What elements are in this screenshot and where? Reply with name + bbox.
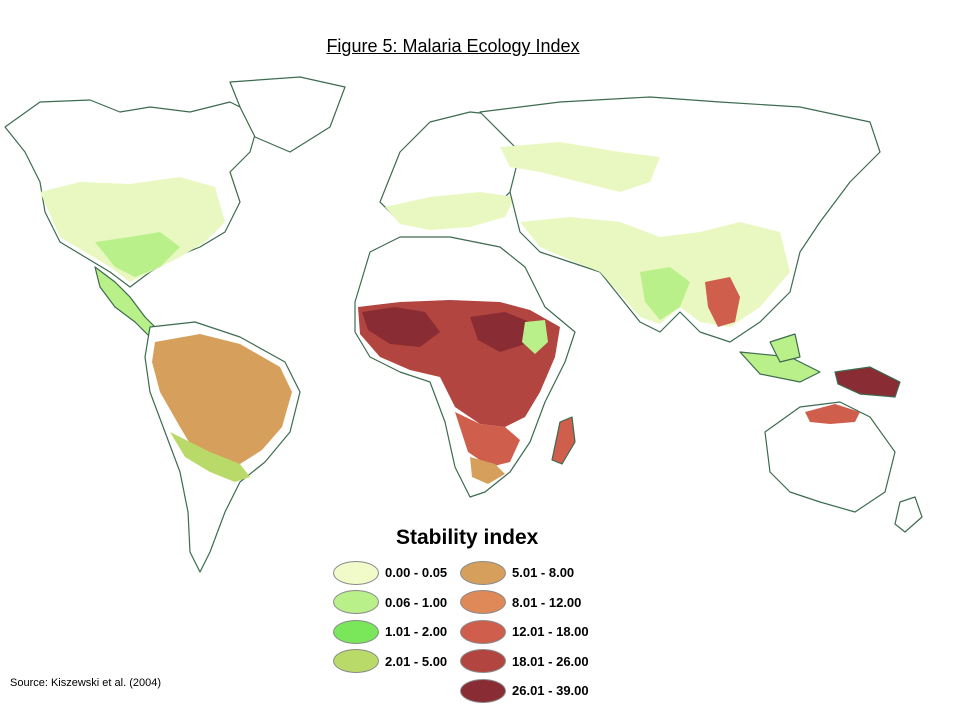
world-map	[4, 76, 923, 573]
legend-swatch	[333, 649, 379, 674]
new-zealand	[894, 496, 923, 533]
legend-column-left: 0.00 - 0.05 0.06 - 1.00 1.01 - 2.00 2.01…	[333, 558, 447, 676]
australia	[764, 401, 896, 513]
legend-title: Stability index	[396, 526, 539, 549]
legend-label: 8.01 - 12.00	[512, 594, 582, 610]
legend-swatch	[333, 619, 379, 644]
greenland	[229, 76, 346, 153]
legend-swatch	[333, 590, 379, 615]
legend-label: 2.01 - 5.00	[385, 653, 448, 669]
legend-swatch	[460, 678, 506, 703]
legend-item: 12.01 - 18.00	[460, 617, 589, 647]
new-guinea	[834, 366, 901, 398]
figure-title: Figure 5: Malaria Ecology Index	[326, 36, 580, 56]
madagascar	[551, 416, 576, 465]
legend-label: 26.01 - 39.00	[512, 683, 589, 699]
legend-item: 2.01 - 5.00	[333, 647, 447, 677]
legend-label: 0.06 - 1.00	[385, 594, 448, 610]
source-citation: Source: Kiszewski et al. (2004)	[10, 677, 162, 689]
legend-swatch	[460, 590, 506, 615]
legend-label: 1.01 - 2.00	[385, 624, 448, 640]
legend-item: 0.06 - 1.00	[333, 588, 447, 618]
legend-swatch	[460, 560, 506, 585]
legend-swatch	[333, 560, 379, 585]
legend-swatch	[460, 649, 506, 674]
legend-column-right: 5.01 - 8.00 8.01 - 12.00 12.01 - 18.00 1…	[460, 558, 589, 706]
legend-item: 18.01 - 26.00	[460, 647, 589, 677]
legend-item: 0.00 - 0.05	[333, 558, 447, 588]
legend-item: 26.01 - 39.00	[460, 676, 589, 706]
legend-item: 8.01 - 12.00	[460, 588, 589, 618]
legend-label: 5.01 - 8.00	[512, 565, 575, 581]
legend-item: 5.01 - 8.00	[460, 558, 589, 588]
legend-label: 12.01 - 18.00	[512, 624, 589, 640]
legend-label: 0.00 - 0.05	[385, 565, 448, 581]
legend-swatch	[460, 619, 506, 644]
legend-label: 18.01 - 26.00	[512, 653, 589, 669]
legend-item: 1.01 - 2.00	[333, 617, 447, 647]
